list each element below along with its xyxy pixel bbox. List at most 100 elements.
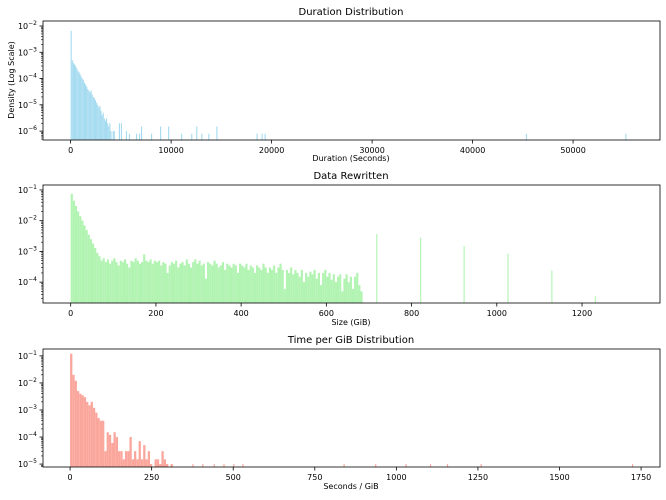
histogram-bar [313, 269, 316, 303]
histogram-bar [77, 70, 79, 140]
histogram-bar [247, 269, 250, 303]
x-tick-label: 750 [307, 473, 322, 482]
histogram-bar [264, 133, 266, 140]
y-tick-label: 10−2 [18, 377, 37, 388]
histogram-bar [70, 353, 73, 467]
histogram-bar [106, 259, 110, 303]
histogram-bar [89, 92, 91, 140]
histogram-bar [256, 133, 258, 140]
x-tick-label: 0 [68, 473, 73, 482]
histogram-bar [209, 263, 212, 303]
plot-frame [42, 184, 661, 304]
histogram-bar [76, 68, 78, 140]
histogram-bar [305, 272, 308, 303]
histogram-bar [268, 267, 271, 303]
histogram-bar [113, 131, 115, 140]
histogram-bar [277, 267, 280, 303]
histogram-bar [85, 229, 88, 303]
histogram-bar [100, 110, 102, 140]
histogram-bar [181, 262, 184, 303]
histogram-bar [94, 100, 97, 140]
histogram-bar [170, 464, 173, 467]
histogram-bar [258, 267, 261, 303]
histogram-bar [270, 269, 274, 303]
histogram-bar [128, 267, 131, 303]
y-tick-label: 10−2 [18, 215, 37, 226]
histogram-bar [328, 272, 331, 303]
histogram-bar [135, 133, 138, 140]
histogram-bar [108, 126, 110, 140]
histogram-bar [309, 271, 312, 303]
histogram-bar [190, 267, 193, 303]
histogram-bar [322, 272, 325, 303]
histogram-bar [230, 267, 233, 303]
histogram-bar [86, 86, 88, 140]
histogram-bar [72, 200, 75, 303]
histogram-bar [185, 259, 188, 303]
histogram-bar [115, 437, 119, 467]
histogram-bar [168, 126, 170, 140]
histogram-bar [113, 258, 116, 303]
histogram-bar [107, 123, 109, 140]
histogram-bar [337, 276, 340, 303]
histogram-bar [283, 288, 286, 303]
histogram-bar [175, 260, 178, 303]
histogram-bar [356, 272, 359, 303]
histogram-bar [213, 260, 216, 303]
histogram-bar [224, 269, 227, 303]
histogram-bar [104, 262, 107, 303]
histogram-bar [143, 254, 146, 303]
histogram-bar [172, 263, 176, 303]
histogram-bar [93, 98, 95, 140]
histogram-bar [236, 272, 240, 303]
histogram-bar [625, 133, 627, 140]
histogram-bar [349, 276, 352, 303]
histogram-bar [358, 285, 361, 303]
chart-title: Data Rewritten [313, 171, 388, 182]
histogram-bar [266, 272, 269, 303]
histogram-bar [98, 256, 101, 303]
histogram-bar [126, 263, 129, 303]
histogram-bar [343, 278, 346, 303]
histogram-bar [106, 118, 108, 140]
histogram-bar [273, 265, 276, 303]
histogram-bar [261, 133, 263, 140]
histogram-bar [296, 272, 299, 303]
histogram-bar [120, 123, 122, 140]
histogram-bar [375, 464, 377, 467]
x-tick-label: 1000 [386, 473, 406, 482]
x-tick-label: 1000 [487, 309, 507, 318]
histogram-bar [87, 234, 90, 303]
histogram-bar [106, 432, 109, 467]
x-tick-label: 0 [68, 309, 73, 318]
x-tick-label: 30000 [359, 146, 384, 155]
histogram-bar [97, 418, 100, 467]
histogram-bar [228, 265, 231, 303]
histogram-bar [145, 260, 148, 303]
histogram-bar [317, 272, 320, 303]
x-tick-label: 1200 [572, 309, 592, 318]
histogram-bar [89, 239, 93, 303]
histogram-bar [279, 263, 282, 303]
histogram-bar [221, 262, 225, 303]
histogram-bar [115, 262, 118, 303]
histogram-bar [216, 126, 218, 140]
histogram-bar [326, 276, 329, 303]
chart-title: Time per GiB Distribution [287, 335, 414, 346]
histogram-bar [90, 90, 92, 140]
data-rewritten-panel: Data Rewritten Size (GiB) 0 200 400 600 800 1… [18, 171, 661, 327]
histogram-bar [191, 133, 193, 140]
histogram-bar [162, 262, 165, 303]
histogram-bar [198, 260, 201, 303]
histogram-bar [187, 263, 191, 303]
histogram-bar [208, 133, 210, 140]
histogram-bar [192, 464, 194, 467]
histogram-bar [141, 262, 144, 303]
y-tick-label: 10−4 [18, 276, 37, 287]
histogram-bar [74, 206, 78, 303]
histogram-bar [181, 133, 183, 140]
histogram-bar [202, 464, 204, 467]
histogram-bar [275, 272, 278, 303]
histogram-bar [147, 451, 151, 467]
time-per-gib-panel: Time per GiB Distribution Seconds / GiB … [18, 335, 661, 491]
